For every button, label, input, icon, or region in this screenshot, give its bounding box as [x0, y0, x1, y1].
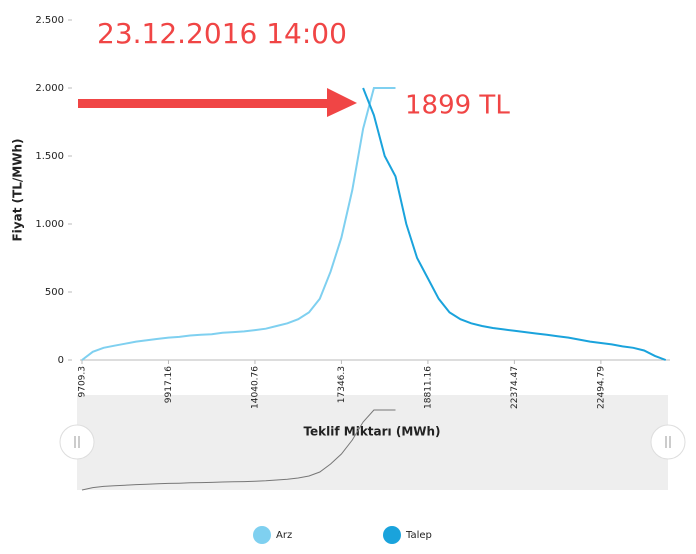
y-tick-label: 500: [45, 287, 64, 298]
navigator: [77, 395, 668, 490]
x-tick-label: 14040.76: [250, 366, 260, 409]
series-line: [81, 87, 396, 361]
handle-left[interactable]: [59, 424, 95, 460]
legend-label: Arz: [276, 530, 292, 541]
handle-right[interactable]: [650, 424, 686, 460]
legend-label: Talep: [405, 530, 432, 541]
y-tick-label: 2.000: [35, 83, 64, 94]
legend-swatch: [253, 526, 271, 544]
x-tick-label: 18811.16: [423, 366, 433, 409]
series-line: [362, 87, 667, 361]
arrow: [78, 88, 357, 117]
legend-swatch: [383, 526, 401, 544]
annotation: 1899 TL: [405, 91, 510, 121]
x-tick-label: 22494.79: [596, 366, 606, 409]
x-tick-label: 9709.3: [78, 366, 88, 398]
y-axis-label: Fiyat (TL/MWh): [11, 138, 25, 241]
y-tick-label: 0: [58, 355, 64, 366]
y-tick-label: 2.500: [35, 15, 64, 26]
y-tick-label: 1.500: [35, 151, 64, 162]
x-tick-label: 22374.47: [510, 366, 520, 409]
y-tick-label: 1.000: [35, 219, 64, 230]
chart-title: 23.12.2016 14:00: [97, 17, 347, 50]
x-axis-label: Teklif Miktarı (MWh): [303, 425, 440, 439]
x-tick-label: 17346.3: [337, 366, 347, 403]
navigator-line: [81, 409, 396, 491]
x-tick-label: 9917.16: [164, 366, 174, 403]
